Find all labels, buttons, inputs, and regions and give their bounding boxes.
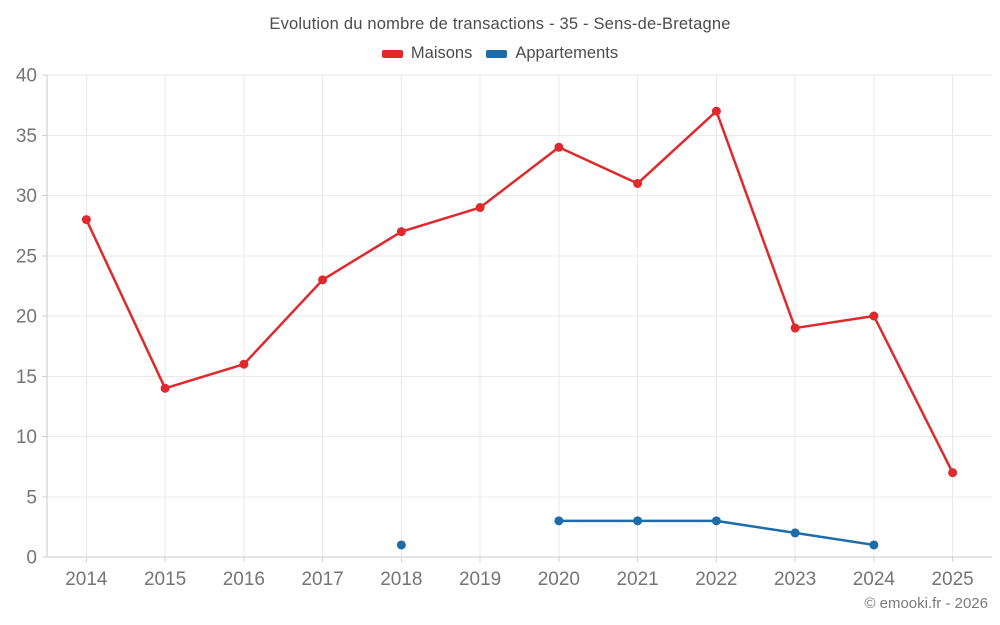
x-axis-tick-label: 2014 [65,569,108,590]
data-point-maisons-2022[interactable] [711,106,721,116]
x-axis-tick-label: 2016 [223,569,265,590]
data-point-maisons-2019[interactable] [475,203,485,213]
chart-legend: Maisons Appartements [0,44,1000,63]
data-point-maisons-2021[interactable] [633,178,643,188]
data-point-appartements-2022[interactable] [711,516,721,526]
data-point-appartements-2024[interactable] [869,540,879,550]
y-axis-tick-label: 5 [26,487,37,508]
maisons-series-swatch-icon [381,49,403,58]
data-point-maisons-2018[interactable] [396,227,406,237]
y-axis-tick-label: 25 [16,246,37,267]
y-axis-tick-label: 20 [16,307,37,328]
legend-label-maisons: Maisons [410,44,473,62]
y-axis-tick-label: 30 [16,186,37,207]
y-axis-tick-label: 40 [16,66,37,87]
x-axis-tick-label: 2022 [695,569,737,590]
x-axis-tick-label: 2017 [301,569,343,590]
x-axis-tick-label: 2021 [616,569,658,590]
appartements-series-swatch-icon [486,49,508,58]
data-point-maisons-2017[interactable] [318,275,328,285]
data-point-maisons-2023[interactable] [790,323,800,333]
x-axis-tick-label: 2018 [380,569,422,590]
y-axis-tick-label: 0 [26,548,37,569]
data-point-appartements-2018[interactable] [396,540,406,550]
x-axis-tick-label: 2025 [931,569,973,590]
series-line-maisons [85,109,954,474]
data-point-appartements-2023[interactable] [790,528,800,538]
data-point-maisons-2020[interactable] [554,142,564,152]
legend-item-maisons[interactable]: Maisons [381,44,473,63]
data-point-maisons-2014[interactable] [81,215,91,225]
data-point-maisons-2015[interactable] [160,383,170,393]
y-axis-tick-label: 15 [16,367,37,388]
copyright-footer: © emooki.fr - 2026 [864,595,988,612]
data-point-maisons-2025[interactable] [948,468,958,478]
legend-label-appartements: Appartements [515,44,619,62]
data-point-maisons-2024[interactable] [869,311,879,321]
legend-item-appartements[interactable]: Appartements [486,44,618,63]
x-axis-tick-label: 2020 [538,569,580,590]
data-point-appartements-2021[interactable] [633,516,643,526]
chart-title: Evolution du nombre de transactions - 35… [269,15,731,33]
x-axis-tick-label: 2015 [144,569,186,590]
data-point-maisons-2016[interactable] [239,359,249,369]
x-axis-tick-label: 2019 [459,569,501,590]
y-axis-tick-label: 10 [16,427,37,448]
x-axis-tick-label: 2023 [774,569,816,590]
data-point-appartements-2020[interactable] [554,516,564,526]
x-axis-tick-label: 2024 [853,569,896,590]
y-axis-tick-label: 35 [16,126,37,147]
